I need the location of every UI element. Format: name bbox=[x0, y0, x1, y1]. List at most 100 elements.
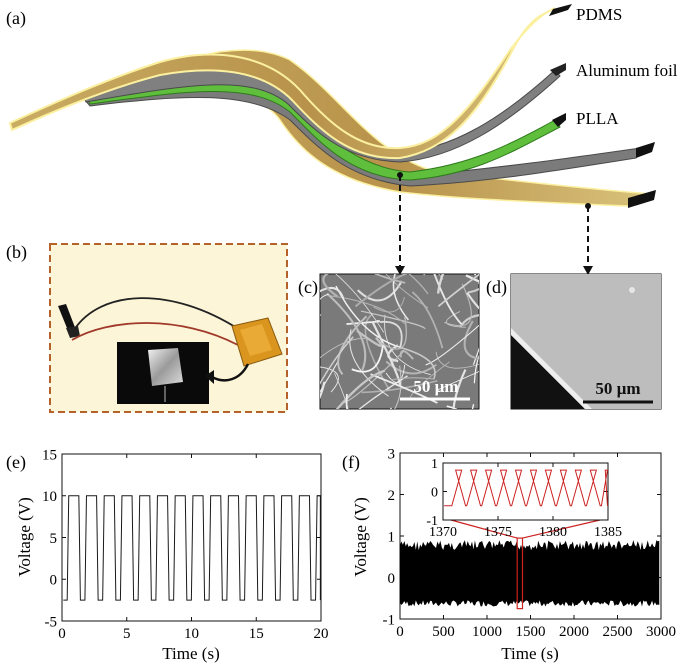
nanofiber bbox=[320, 381, 326, 399]
highlight-box bbox=[516, 537, 524, 610]
e-xtick-label: 20 bbox=[314, 626, 329, 642]
inset-foil bbox=[148, 348, 183, 386]
inset-xtick-label: 1380 bbox=[539, 525, 567, 540]
nanofiber bbox=[357, 280, 403, 302]
e-xtick-label: 10 bbox=[184, 626, 199, 642]
inset-xtick-label: 1385 bbox=[594, 525, 622, 540]
nanofiber bbox=[411, 291, 444, 349]
nanofiber bbox=[360, 310, 426, 330]
pdms-top-sheet bbox=[8, 7, 556, 160]
inset-ytick-label: 0 bbox=[431, 485, 438, 500]
panel-d: (d) 50 µm bbox=[486, 273, 662, 410]
nanofiber bbox=[385, 364, 406, 383]
panel-label-f: (f) bbox=[342, 452, 360, 473]
nanofiber bbox=[361, 380, 438, 394]
pdms-surface bbox=[511, 274, 661, 409]
panel-a: (a) PDMS Aluminum foil PLLA bbox=[6, 4, 678, 275]
nanofiber bbox=[472, 347, 479, 365]
nanofiber bbox=[320, 287, 345, 300]
nanofiber bbox=[436, 371, 479, 391]
nanofiber bbox=[466, 292, 479, 310]
f-ytick-label: 2 bbox=[388, 488, 396, 504]
panel-label-c: (c) bbox=[298, 277, 318, 298]
nanofiber bbox=[459, 314, 479, 328]
f-ytick-label: 1 bbox=[388, 529, 396, 545]
f-ytick-label: 3 bbox=[388, 446, 396, 462]
nanofiber bbox=[351, 343, 384, 373]
nanofiber bbox=[436, 274, 445, 294]
nanofiber bbox=[373, 296, 405, 313]
nanofiber bbox=[423, 274, 426, 276]
nanofiber bbox=[399, 346, 436, 379]
f-xtick-label: 0 bbox=[396, 624, 404, 640]
f-xtick-label: 500 bbox=[432, 624, 455, 640]
e-ytick-label: 15 bbox=[42, 447, 57, 463]
f-ytick-label: 0 bbox=[388, 571, 396, 587]
curved-arrow-head bbox=[205, 370, 214, 384]
nanofiber bbox=[473, 274, 477, 276]
inset-xtick-label: 1370 bbox=[429, 525, 457, 540]
label-aluminum-foil: Aluminum foil bbox=[576, 61, 678, 80]
electrode-tip-aluminum-bottom bbox=[636, 142, 655, 158]
panel-label-e: (e) bbox=[6, 452, 26, 473]
electrode-tip-pdms bbox=[549, 4, 572, 16]
nanofiber bbox=[345, 393, 348, 409]
nanofiber bbox=[328, 295, 406, 325]
wire-black bbox=[73, 297, 241, 331]
f-ytick-label: -1 bbox=[383, 612, 396, 628]
xlabel-e: Time (s) bbox=[162, 644, 219, 663]
nanofiber bbox=[354, 274, 409, 308]
nanofiber bbox=[335, 369, 386, 409]
e-xtick-label: 15 bbox=[249, 626, 264, 642]
f-xtick-label: 2000 bbox=[559, 624, 589, 640]
nanofiber bbox=[444, 283, 472, 327]
nanofiber bbox=[465, 274, 479, 283]
device-photo-highlight bbox=[240, 324, 272, 356]
xlabel-f: Time (s) bbox=[501, 644, 558, 663]
nanofiber bbox=[435, 351, 479, 369]
e-xtick-label: 5 bbox=[123, 626, 131, 642]
arrowhead-plla bbox=[395, 266, 405, 275]
nanofiber bbox=[392, 274, 409, 321]
nanofiber bbox=[379, 320, 403, 348]
scale-label-d: 50 µm bbox=[595, 379, 640, 398]
panel-label-d: (d) bbox=[486, 277, 507, 298]
label-plla: PLLA bbox=[576, 109, 619, 128]
curved-arrow bbox=[211, 363, 250, 382]
inset-ytick-label: 1 bbox=[431, 457, 438, 472]
e-ytick-label: 0 bbox=[50, 573, 58, 589]
wire-red bbox=[71, 322, 239, 346]
nanofiber bbox=[320, 293, 329, 300]
voltage-trace-e bbox=[63, 495, 321, 601]
f-xtick-label: 1000 bbox=[472, 624, 502, 640]
nanofiber bbox=[320, 336, 354, 385]
voltage-trace-f bbox=[400, 540, 660, 607]
nanofiber bbox=[433, 274, 463, 325]
panel-label-a: (a) bbox=[6, 8, 26, 29]
nanofiber bbox=[408, 274, 429, 295]
nanofiber bbox=[370, 373, 438, 404]
nanofiber bbox=[349, 329, 389, 397]
nanofiber bbox=[473, 355, 479, 384]
scale-label-c: 50 µm bbox=[413, 377, 458, 396]
f-xtick-label: 2500 bbox=[603, 624, 633, 640]
panel-label-b: (b) bbox=[6, 242, 27, 263]
panel-c: (c) 50 µm bbox=[298, 273, 480, 410]
e-ytick-label: 10 bbox=[42, 489, 57, 505]
inset-connector bbox=[450, 519, 601, 539]
nanofiber bbox=[371, 321, 401, 387]
f-xtick-label: 1500 bbox=[516, 624, 546, 640]
e-ytick-label: 5 bbox=[50, 531, 58, 547]
panel-b: (b) bbox=[6, 242, 288, 413]
ylabel-f: Voltage (V) bbox=[351, 497, 370, 576]
nanofiber bbox=[374, 274, 406, 284]
nanofiber bbox=[437, 274, 479, 308]
pdms-debris bbox=[629, 287, 635, 293]
inset-ytick-label: -1 bbox=[426, 514, 438, 529]
nanofiber bbox=[391, 377, 435, 381]
nanofiber bbox=[438, 274, 444, 280]
alligator-clip bbox=[58, 304, 76, 333]
